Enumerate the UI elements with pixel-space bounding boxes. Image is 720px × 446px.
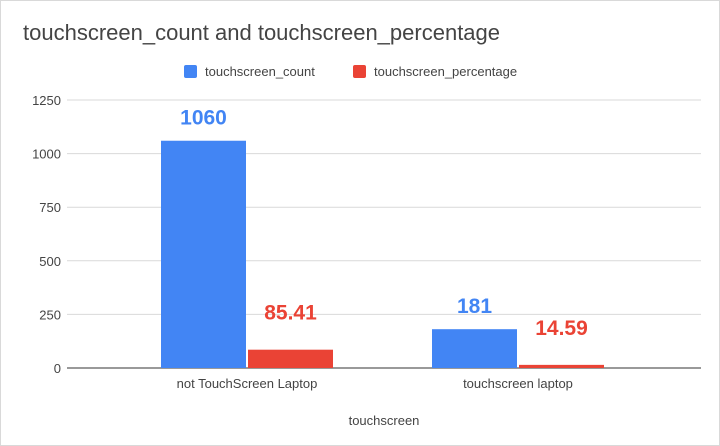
legend-swatch <box>184 65 197 78</box>
y-tick-label: 500 <box>39 254 61 269</box>
bar <box>248 349 333 368</box>
x-axis-title: touchscreen <box>349 413 420 428</box>
legend-label: touchscreen_count <box>205 64 315 79</box>
chart-title: touchscreen_count and touchscreen_percen… <box>23 20 501 45</box>
data-label: 85.41 <box>264 302 317 325</box>
x-tick-label: not TouchScreen Laptop <box>177 376 318 391</box>
y-tick-label: 250 <box>39 307 61 322</box>
data-label: 181 <box>457 295 492 318</box>
data-label: 1060 <box>180 107 227 130</box>
data-label: 14.59 <box>535 317 588 340</box>
bar <box>519 364 604 368</box>
y-tick-label: 1250 <box>32 93 61 108</box>
x-tick-label: touchscreen laptop <box>463 376 573 391</box>
y-tick-label: 1000 <box>32 147 61 162</box>
y-tick-label: 0 <box>54 361 61 376</box>
y-tick-label: 750 <box>39 200 61 215</box>
bar <box>432 329 517 368</box>
legend-label: touchscreen_percentage <box>374 64 517 79</box>
bar <box>161 140 246 368</box>
legend-swatch <box>353 65 366 78</box>
